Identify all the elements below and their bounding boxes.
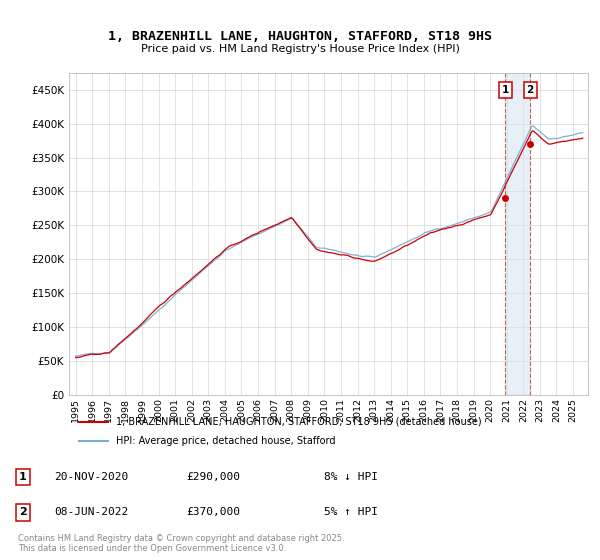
Text: 8% ↓ HPI: 8% ↓ HPI (324, 472, 378, 482)
Text: £290,000: £290,000 (186, 472, 240, 482)
Text: 1, BRAZENHILL LANE, HAUGHTON, STAFFORD, ST18 9HS (detached house): 1, BRAZENHILL LANE, HAUGHTON, STAFFORD, … (116, 417, 481, 427)
Text: 1, BRAZENHILL LANE, HAUGHTON, STAFFORD, ST18 9HS: 1, BRAZENHILL LANE, HAUGHTON, STAFFORD, … (108, 30, 492, 43)
Text: 20-NOV-2020: 20-NOV-2020 (54, 472, 128, 482)
Text: 2: 2 (527, 85, 534, 95)
Text: 1: 1 (502, 85, 509, 95)
Text: HPI: Average price, detached house, Stafford: HPI: Average price, detached house, Staf… (116, 436, 335, 446)
Text: 08-JUN-2022: 08-JUN-2022 (54, 507, 128, 517)
Text: 1: 1 (19, 472, 26, 482)
Text: £370,000: £370,000 (186, 507, 240, 517)
Text: Contains HM Land Registry data © Crown copyright and database right 2025.
This d: Contains HM Land Registry data © Crown c… (18, 534, 344, 553)
Bar (505, 73, 530, 395)
Text: 5% ↑ HPI: 5% ↑ HPI (324, 507, 378, 517)
Text: 2: 2 (19, 507, 26, 517)
Text: Price paid vs. HM Land Registry's House Price Index (HPI): Price paid vs. HM Land Registry's House … (140, 44, 460, 54)
